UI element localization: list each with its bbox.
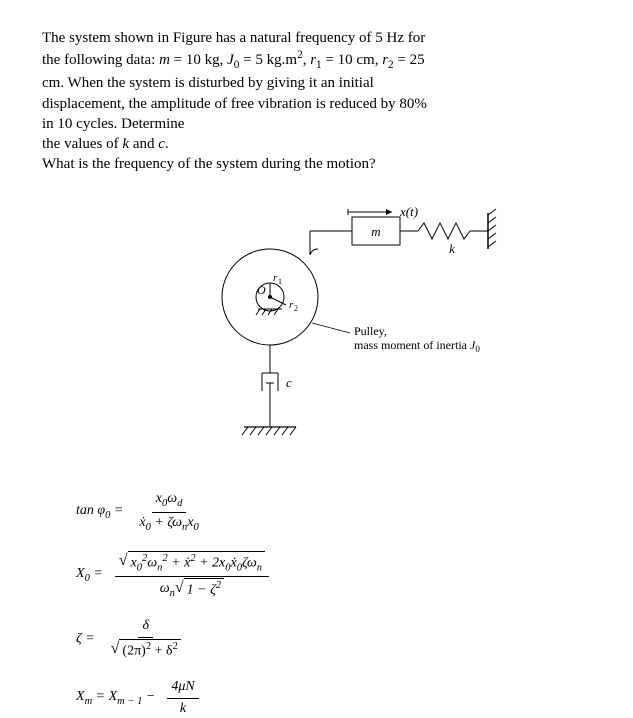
- pulley-label: Pulley,: [354, 324, 387, 338]
- r2-eq: = 25: [394, 52, 425, 68]
- figure: m x(t) k O r 1 r 2 Pull: [42, 205, 591, 470]
- Xm-lhs: Xm = Xm − 1 −: [76, 688, 155, 709]
- formula-block: tan φ0 = x0ωd ẋ0 + ζωnx0 X0 = √x02ωn2 + …: [42, 490, 591, 718]
- line4: in 10 cycles. Determine: [42, 116, 184, 132]
- line5-and: and: [129, 136, 158, 152]
- xt-label: x(t): [399, 205, 418, 219]
- line1a: The system shown in Figure has a natural…: [42, 30, 425, 46]
- line1b-prefix: the following data:: [42, 52, 159, 68]
- X0-formula: X0 = √x02ωn2 + ẋ2 + 2x0ẋ0ζωn ωn√1 − ζ2: [76, 551, 591, 602]
- tan-phi-formula: tan φ0 = x0ωd ẋ0 + ζωnx0: [76, 490, 591, 535]
- J0-label: J: [227, 52, 234, 68]
- J0-eq: = 5 kg.m: [239, 52, 297, 68]
- X0-lhs: X0 =: [76, 565, 103, 586]
- vibration-diagram: m x(t) k O r 1 r 2 Pull: [162, 205, 542, 465]
- zeta-formula: ζ = δ √(2π)2 + δ2: [76, 617, 591, 661]
- Xm-formula: Xm = Xm − 1 − 4μN k: [76, 678, 591, 718]
- inertia-label: mass moment of inertia J0: [354, 338, 480, 354]
- m-label: m: [159, 52, 170, 68]
- k-label: k: [449, 241, 455, 256]
- line3: displacement, the amplitude of free vibr…: [42, 96, 427, 112]
- mass-label: m: [371, 224, 380, 239]
- r2-fig-sub: 2: [294, 304, 298, 313]
- zeta-lhs: ζ =: [76, 630, 95, 649]
- c-label: c: [286, 375, 292, 390]
- r1-fig-sub: 1: [278, 277, 282, 286]
- line2: cm. When the system is disturbed by givi…: [42, 75, 374, 91]
- tan-phi-lhs: tan φ0 =: [76, 502, 123, 523]
- O-label: O: [257, 283, 266, 297]
- line6: What is the frequency of the system duri…: [42, 156, 376, 172]
- r1-eq: = 10 cm,: [322, 52, 383, 68]
- line5-prefix: the values of: [42, 136, 122, 152]
- line5-end: .: [165, 136, 169, 152]
- problem-statement: The system shown in Figure has a natural…: [42, 28, 591, 175]
- line5-c: c: [158, 136, 165, 152]
- m-eq: = 10 kg,: [170, 52, 227, 68]
